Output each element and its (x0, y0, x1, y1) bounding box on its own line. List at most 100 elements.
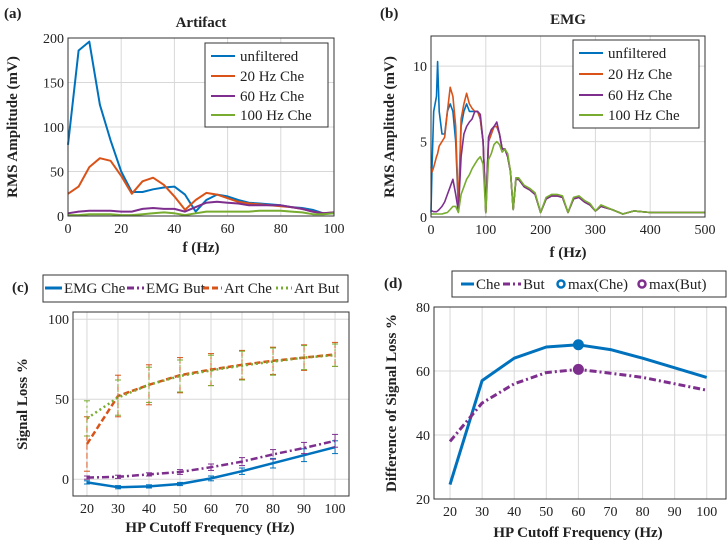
x-tick-label: 40 (142, 502, 156, 517)
x-tick-label: 40 (507, 505, 521, 520)
x-tick-label: 100 (324, 222, 345, 237)
legend-label: 20 Hz Che (608, 67, 672, 83)
panel-label-b: (b) (380, 6, 398, 22)
x-tick-label: 60 (204, 502, 218, 517)
series-line-100-hz-che (431, 140, 705, 215)
legend-label: 60 Hz Che (608, 88, 672, 104)
plot-2: 20 30 40 50 60 70 80 90 100 0 50 100 (48, 311, 350, 517)
x-tick-label: 500 (695, 223, 716, 238)
plot-frame (433, 306, 727, 500)
x-tick-label: 400 (640, 223, 661, 238)
x-axis-label-b: f (Hz) (549, 245, 586, 261)
legend-label: 100 Hz Che (608, 108, 680, 124)
x-tick-label: 60 (221, 222, 235, 237)
series-line-60-hz-che (431, 110, 705, 215)
legend-label: 60 Hz Che (240, 89, 304, 105)
legend-label: unfiltered (240, 49, 299, 65)
legend-label: max(But) (649, 277, 707, 293)
x-tick-label: 200 (530, 223, 551, 238)
legend: EMG Che EMG But Art Che Art But (42, 274, 349, 303)
x-tick-label: 40 (167, 222, 181, 237)
legend-box (204, 42, 329, 128)
x-tick-label: 20 (114, 222, 128, 237)
x-tick-label: 70 (235, 502, 249, 517)
legend-label: Art Che (224, 281, 272, 297)
x-tick-label: 80 (274, 222, 288, 237)
x-tick-label: 70 (603, 505, 617, 520)
marker-maxche (572, 339, 584, 351)
x-tick-label: 30 (475, 505, 489, 520)
chart-title-a: Artifact (176, 15, 227, 31)
x-tick-label: 20 (443, 505, 457, 520)
y-tick-label: 0 (420, 211, 427, 226)
y-tick-label: 100 (43, 121, 64, 136)
series-line-art-che (85, 353, 336, 445)
x-tick-label: 300 (585, 223, 606, 238)
x-tick-label: 20 (80, 502, 94, 517)
x-tick-label: 80 (266, 502, 280, 517)
legend-label: Che (476, 277, 501, 293)
plot-area (434, 307, 726, 499)
legend: unfiltered 20 Hz Che 60 Hz Che 100 Hz Che (204, 42, 329, 128)
chart-title-b: EMG (550, 12, 586, 28)
x-tick-label: 0 (428, 223, 435, 238)
panel-label-a: (a) (4, 6, 22, 22)
y-tick-label: 50 (50, 166, 64, 181)
y-axis-label-d: Difference of Signal Loss % (384, 314, 400, 492)
x-tick-label: 90 (297, 502, 311, 517)
x-tick-label: 30 (111, 502, 125, 517)
y-tick-label: 40 (416, 429, 430, 444)
plot-frame (72, 311, 350, 497)
legend-label: But (523, 277, 546, 293)
legend: Che But max(Che) max(But) (451, 270, 727, 298)
y-tick-label: 0 (57, 210, 64, 225)
x-tick-label: 0 (65, 222, 72, 237)
x-axis-label-d: HP Cutoff Frequency (Hz) (493, 525, 662, 541)
y-axis-label-c: Signal Loss % (15, 358, 31, 450)
legend: unfiltered 20 Hz Che 60 Hz Che 100 Hz Che (572, 39, 700, 129)
x-tick-label: 100 (325, 502, 346, 517)
legend-label: EMG But (146, 281, 206, 297)
marker-maxbut (572, 363, 584, 375)
panel-label-d: (d) (384, 276, 402, 292)
x-axis-label-a: f (Hz) (182, 240, 219, 256)
y-tick-label: 0 (62, 473, 69, 488)
legend-box (42, 274, 349, 303)
x-tick-label: 80 (636, 505, 650, 520)
legend-label: Art But (294, 281, 340, 297)
series-line-60-hz-che (67, 200, 335, 215)
legend-label: 20 Hz Che (240, 69, 304, 85)
legend-box (572, 39, 700, 129)
x-axis-label-c: HP Cutoff Frequency (Hz) (125, 520, 294, 536)
y-tick-label: 150 (43, 77, 64, 92)
y-tick-label: 100 (48, 313, 69, 328)
y-axis-label-a: RMS Amplitude (mV) (5, 56, 21, 198)
y-axis-label-b: RMS Amplitude (mV) (382, 56, 398, 198)
legend-label: EMG Che (64, 281, 126, 297)
legend-label: 100 Hz Che (240, 108, 312, 124)
y-tick-label: 5 (420, 136, 427, 151)
x-tick-label: 100 (475, 223, 496, 238)
y-tick-label: 20 (416, 493, 430, 508)
plot-frame (67, 37, 335, 217)
legend-box (451, 270, 727, 298)
legend-label: max(Che) (568, 277, 628, 293)
x-tick-label: 100 (696, 505, 717, 520)
plot-frame (430, 35, 706, 218)
series-line-100-hz-che (68, 209, 335, 217)
legend-label: unfiltered (608, 46, 667, 62)
plot-3: 20 30 40 50 60 70 80 90 100 20 40 60 80 (416, 301, 727, 520)
y-tick-label: 80 (416, 301, 430, 316)
legend-marker (637, 279, 647, 289)
legend-marker (556, 279, 566, 289)
x-tick-label: 50 (173, 502, 187, 517)
y-tick-label: 200 (43, 32, 64, 47)
x-tick-label: 60 (571, 505, 585, 520)
y-tick-label: 60 (416, 365, 430, 380)
panel-label-c: (c) (12, 280, 29, 296)
x-tick-label: 90 (668, 505, 682, 520)
y-tick-label: 50 (55, 393, 69, 408)
y-tick-label: 10 (413, 60, 427, 75)
x-tick-label: 50 (539, 505, 553, 520)
